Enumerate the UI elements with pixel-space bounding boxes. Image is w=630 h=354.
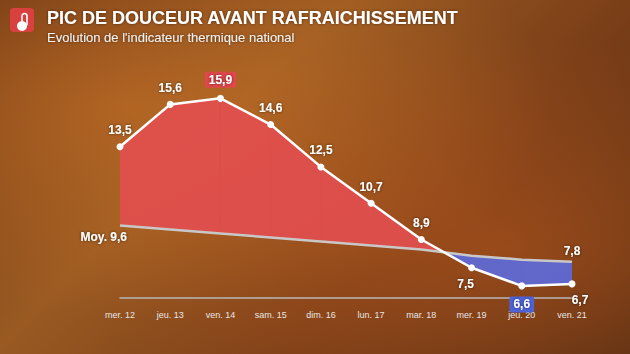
svg-text:13,5: 13,5 [108,123,132,137]
svg-text:PIC DE DOUCEUR AVANT RAFRAICHI: PIC DE DOUCEUR AVANT RAFRAICHISSEMENT [47,8,458,28]
svg-text:ven. 21: ven. 21 [557,310,587,320]
svg-text:6,6: 6,6 [513,297,530,311]
svg-text:12,5: 12,5 [309,143,333,157]
svg-text:6,7: 6,7 [572,293,589,307]
svg-text:Evolution de l'indicateur ther: Evolution de l'indicateur thermique nati… [47,30,295,45]
svg-text:10,7: 10,7 [359,180,383,194]
svg-text:15,6: 15,6 [159,81,183,95]
svg-text:8,9: 8,9 [413,216,430,230]
svg-text:15,9: 15,9 [209,73,233,87]
svg-text:7,8: 7,8 [564,244,581,258]
svg-text:mer. 12: mer. 12 [105,310,135,320]
svg-text:lun. 17: lun. 17 [358,310,385,320]
svg-text:mer. 19: mer. 19 [457,310,487,320]
svg-text:jeu. 20: jeu. 20 [508,309,536,320]
svg-text:ven. 14: ven. 14 [206,310,236,320]
svg-text:7,5: 7,5 [457,277,474,291]
svg-text:14,6: 14,6 [259,101,283,115]
svg-text:dim. 16: dim. 16 [306,310,336,320]
svg-text:mar. 18: mar. 18 [406,310,436,320]
svg-text:Moy. 9,6: Moy. 9,6 [81,230,128,244]
svg-text:sam. 15: sam. 15 [255,310,287,320]
svg-text:jeu. 13: jeu. 13 [156,310,184,320]
